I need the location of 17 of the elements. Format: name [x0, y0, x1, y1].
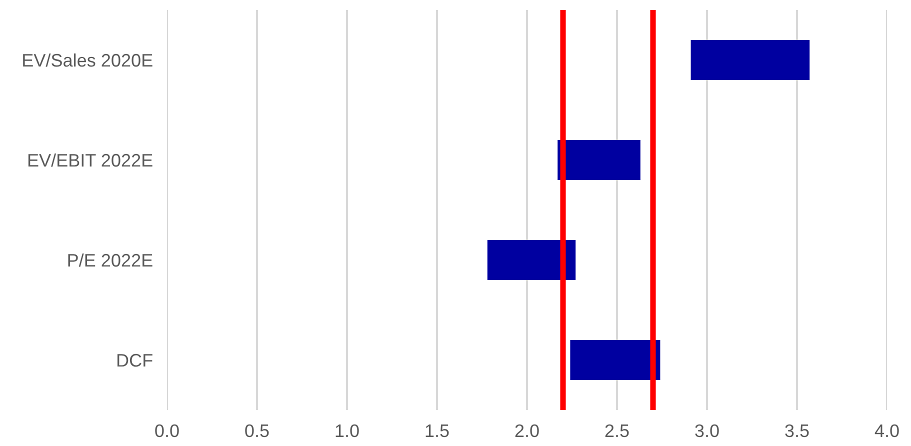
y-tick-label: DCF — [117, 354, 152, 367]
bar — [558, 140, 640, 180]
x-tick-label: 3.5 — [785, 424, 809, 438]
x-tick-label: 1.0 — [336, 424, 359, 438]
bar — [487, 240, 576, 280]
x-tick-label: 1.5 — [426, 424, 449, 438]
bar — [570, 340, 660, 380]
x-tick-label: 3.0 — [695, 424, 719, 438]
y-tick-label: P/E 2022E — [68, 253, 152, 267]
bar — [690, 40, 810, 80]
x-tick-label: 2.5 — [605, 424, 629, 438]
y-tick-label: EV/Sales 2020E — [23, 53, 152, 67]
x-tick-label: 0.5 — [245, 424, 269, 438]
y-tick-label: EV/EBIT 2022E — [28, 153, 152, 167]
x-tick-label: 0.0 — [155, 424, 179, 438]
x-tick-label: 4.0 — [874, 424, 899, 438]
x-tick-label: 2.0 — [515, 424, 539, 438]
